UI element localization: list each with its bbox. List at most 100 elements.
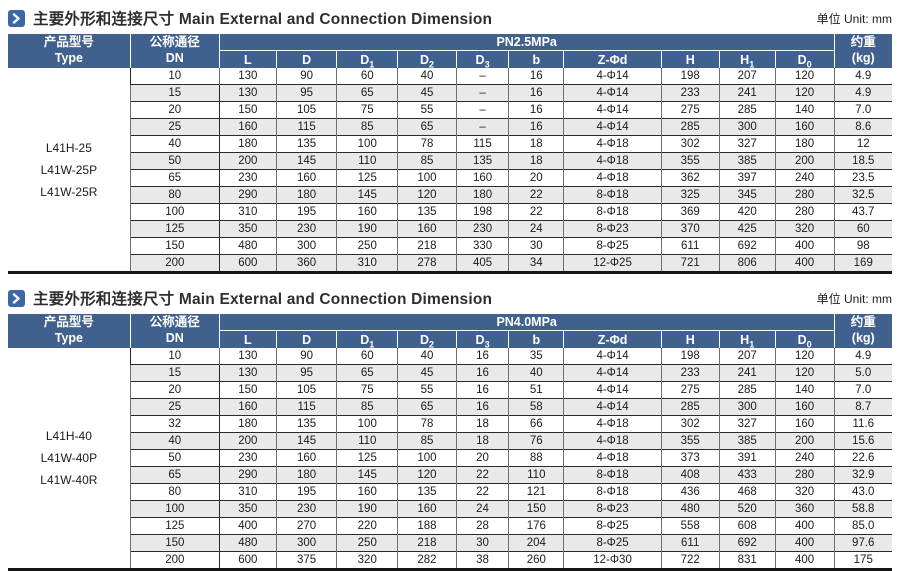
table-cell: 10 [129, 348, 220, 365]
table-cell: 180 [218, 135, 277, 153]
col-header: b [508, 50, 564, 68]
col-header: Z-Φd [563, 330, 662, 348]
col-header: b [508, 330, 564, 348]
table-cell: 240 [774, 449, 834, 467]
table-cell: 355 [660, 432, 720, 450]
table-cell: 190 [336, 220, 398, 238]
table-cell: 360 [275, 254, 337, 273]
table-cell: 150 [129, 237, 220, 255]
table-cell: 16 [508, 118, 564, 136]
type-model-label: L41W-25R [40, 184, 98, 199]
table-cell: 400 [774, 237, 834, 255]
table-cell: 198 [455, 203, 509, 221]
chevron-bullet-icon [8, 289, 25, 307]
table-cell: 18 [455, 432, 509, 450]
col-header: D0 [774, 330, 834, 349]
table-cell: 250 [336, 534, 398, 552]
table-cell: 60 [336, 348, 398, 365]
table-cell: 4-Φ14 [563, 101, 662, 119]
col-header: D2 [397, 50, 457, 69]
table-cell: 40 [397, 348, 457, 365]
table-cell: 85 [397, 432, 457, 450]
table-cell: 302 [660, 415, 720, 433]
table-cell: 55 [397, 381, 457, 399]
table-cell: 16 [508, 101, 564, 119]
table-cell: 600 [218, 551, 277, 570]
table-cell: 241 [718, 364, 776, 382]
table-cell: 4-Φ14 [563, 364, 662, 382]
table-cell: 135 [275, 135, 337, 153]
table-cell: 302 [660, 135, 720, 153]
chevron-bullet-icon [8, 9, 25, 27]
table-cell: 43.0 [833, 483, 892, 501]
table-cell: 260 [508, 551, 564, 570]
table-cell: 140 [774, 101, 834, 119]
table-cell: 125 [336, 449, 398, 467]
table-cell: 4-Φ14 [563, 381, 662, 399]
table-cell: 150 [218, 101, 277, 119]
table-cell: 300 [275, 534, 337, 552]
table-cell: 105 [275, 101, 337, 119]
table-cell: 480 [218, 237, 277, 255]
section-title: 主要外形和连接尺寸 Main External and Connection D… [33, 287, 492, 309]
table-row: 80 310 195 160 135 22 121 8-Φ18 436 468 320 43.0 [8, 483, 892, 501]
table-cell: 16 [455, 364, 509, 382]
table-cell: 180 [218, 415, 277, 433]
table-cell: 125 [129, 220, 220, 238]
table-cell: 325 [660, 186, 720, 204]
table-cell: 722 [660, 551, 720, 570]
table-cell: 320 [336, 551, 398, 570]
type-models-cell: L41H-40 L41W-40P L41W-40R [8, 348, 131, 570]
col-header: H [660, 50, 720, 68]
table-cell: 4-Φ14 [563, 348, 662, 365]
table-cell: 4-Φ14 [563, 68, 662, 85]
table-cell: 120 [774, 68, 834, 85]
table-cell: 190 [336, 500, 398, 518]
table-cell: 51 [508, 381, 564, 399]
table-cell: 40 [129, 135, 220, 153]
table-cell: 43.7 [833, 203, 892, 221]
table-cell: 60 [833, 220, 892, 238]
table-cell: 66 [508, 415, 564, 433]
table-cell: 78 [397, 415, 457, 433]
table-cell: 5.0 [833, 364, 892, 382]
table-cell: 275 [660, 381, 720, 399]
table-cell: 4.9 [833, 84, 892, 102]
table-cell: 18 [508, 152, 564, 170]
table-cell: 4-Φ14 [563, 118, 662, 136]
table-cell: 195 [275, 483, 337, 501]
table-cell: 78 [397, 135, 457, 153]
table-cell: 100 [129, 500, 220, 518]
table-cell: 8-Φ23 [563, 220, 662, 238]
table-cell: 270 [275, 517, 337, 535]
table-cell: 310 [218, 483, 277, 501]
table-cell: 85 [336, 118, 398, 136]
table-cell: 220 [336, 517, 398, 535]
table-cell: 7.0 [833, 381, 892, 399]
table-cell: 28 [455, 517, 509, 535]
table-cell: 160 [774, 118, 834, 136]
section-header: 主要外形和连接尺寸 Main External and Connection D… [8, 5, 892, 31]
type-model-label: L41H-25 [45, 140, 92, 155]
table-cell: 433 [718, 466, 776, 484]
table-row: 100 310 195 160 135 198 22 8-Φ18 369 420 280 43.7 [8, 203, 892, 221]
table-cell: 160 [397, 220, 457, 238]
table-cell: 290 [218, 466, 277, 484]
table-cell: 200 [218, 432, 277, 450]
table-cell: 65 [129, 466, 220, 484]
table-cell: 12 [833, 135, 892, 153]
table-cell: – [455, 84, 509, 102]
table-cell: 130 [218, 84, 277, 102]
table-cell: 15 [129, 84, 220, 102]
table-cell: 22 [508, 186, 564, 204]
table-cell: 692 [718, 237, 776, 255]
table-cell: 75 [336, 101, 398, 119]
table-cell: 180 [455, 186, 509, 204]
table-cell: 400 [774, 534, 834, 552]
table-cell: 24 [455, 500, 509, 518]
table-cell: 120 [774, 84, 834, 102]
table-cell: 32.9 [833, 466, 892, 484]
table-cell: 233 [660, 84, 720, 102]
table-cell: 8-Φ18 [563, 483, 662, 501]
table-cell: 32.5 [833, 186, 892, 204]
